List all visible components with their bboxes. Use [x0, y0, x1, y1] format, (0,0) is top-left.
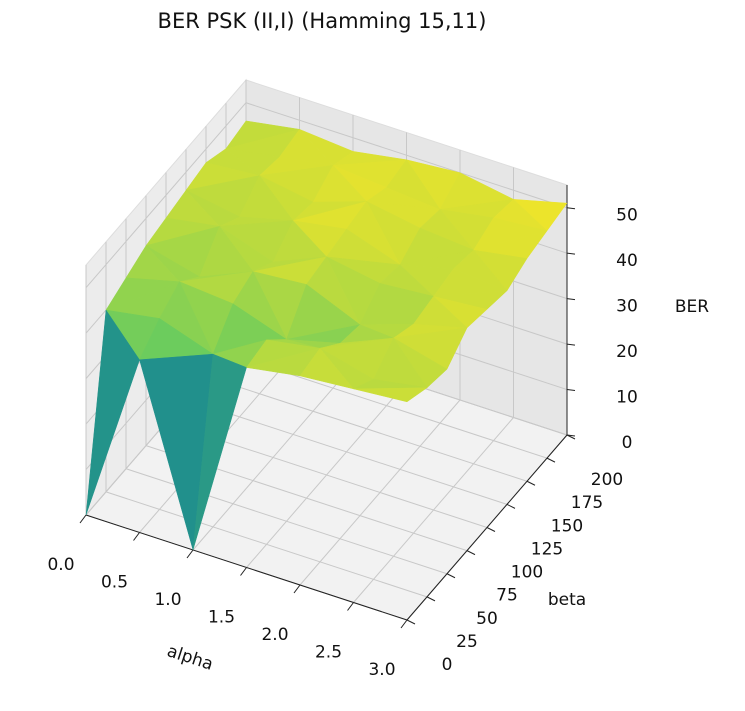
tick-mark [347, 602, 354, 611]
z-tick-label: 30 [616, 297, 638, 317]
tick-mark [293, 584, 301, 594]
surface-facet [85, 309, 140, 516]
surface-facet [353, 387, 428, 403]
tick-mark [133, 532, 140, 541]
y-tick-label: 0 [442, 655, 453, 675]
y-tick-label: 50 [476, 609, 498, 629]
tick-mark [426, 596, 436, 602]
grid-line [85, 102, 247, 289]
tick-mark [486, 527, 496, 532]
tick-mark [186, 549, 194, 559]
surface-facet [192, 353, 247, 551]
x-tick-label: 0.5 [101, 573, 128, 593]
grid-line [205, 375, 528, 482]
tick-mark [446, 573, 456, 579]
z-axis-label: BER [675, 297, 709, 317]
chart-title: BER PSK (II,I) (Hamming 15,11) [158, 9, 487, 33]
tick-mark [566, 343, 576, 346]
z-tick-label: 10 [616, 388, 638, 408]
tick-mark [566, 389, 576, 392]
tick-mark [79, 514, 87, 524]
tick-mark [506, 503, 516, 509]
z-tick-label: 20 [616, 342, 638, 362]
x-tick-label: 0.0 [47, 555, 74, 575]
surface-facet [299, 347, 355, 390]
grid-line [105, 491, 428, 598]
axis-line [406, 434, 568, 621]
x-tick-label: 3.0 [368, 660, 395, 680]
y-tick-label: 150 [551, 516, 583, 536]
tick-mark [466, 550, 476, 556]
axis-line [85, 514, 408, 621]
tick-mark [240, 567, 247, 576]
y-tick-label: 75 [496, 586, 518, 606]
y-tick-label: 25 [456, 632, 478, 652]
tick-mark [566, 434, 576, 437]
y-tick-label: 100 [511, 563, 543, 583]
y-axis-label: beta [548, 590, 586, 610]
x-tick-label: 2.0 [261, 625, 288, 645]
tick-mark [566, 207, 576, 210]
tick-mark [566, 252, 576, 255]
y-tick-label: 125 [531, 539, 563, 559]
x-tick-label: 1.5 [208, 608, 235, 628]
z-tick-label: 40 [616, 251, 638, 271]
z-tick-label: 50 [616, 206, 638, 226]
x-axis-label: alpha [165, 641, 216, 675]
grid-line [245, 102, 568, 209]
tick-mark [546, 457, 556, 463]
tick-mark [566, 298, 576, 301]
y-tick-label: 175 [571, 493, 603, 513]
x-tick-label: 2.5 [315, 643, 342, 663]
x-tick-label: 1.0 [154, 590, 181, 610]
z-tick-label: 0 [622, 433, 633, 453]
tick-mark [400, 619, 408, 629]
tick-mark [406, 619, 416, 625]
y-tick-label: 200 [591, 470, 623, 490]
grid-line [185, 398, 508, 505]
tick-mark [526, 480, 536, 486]
